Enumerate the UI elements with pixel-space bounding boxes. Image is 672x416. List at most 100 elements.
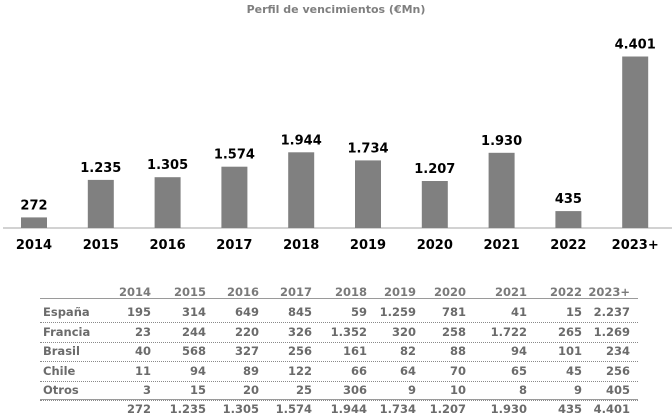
table-cell: 195 (126, 305, 151, 319)
table-cell: 9 (573, 383, 582, 397)
table-header-cell: 2016 (226, 285, 259, 299)
table-cell: 41 (510, 305, 527, 319)
table-cell: 568 (181, 344, 206, 358)
table-row-divider (40, 341, 638, 343)
table-top-rule (40, 298, 638, 299)
table-cell: 258 (441, 324, 466, 339)
bar-value-label: 435 (555, 192, 582, 207)
table-header-cell: 2019 (383, 285, 416, 299)
category-label-2021: 2021 (484, 238, 520, 253)
table-cell: 59 (350, 305, 367, 319)
category-label-2018: 2018 (283, 238, 319, 253)
table-row-divider (40, 380, 638, 382)
table-row-label: Otros (43, 383, 79, 397)
bar-2023+ (622, 56, 649, 228)
category-label-2014: 2014 (16, 238, 52, 253)
table-cell: 234 (605, 344, 630, 358)
table-cell: 8 (518, 383, 527, 397)
bar-2017 (221, 166, 248, 228)
table-row-divider (40, 361, 638, 362)
table-row-label: Brasil (43, 344, 80, 358)
table-cell: 320 (391, 324, 416, 339)
table-cell: 66 (350, 363, 367, 378)
table-total-cell: 1.734 (379, 402, 416, 416)
bar-value-label: 272 (20, 198, 47, 213)
table-cell: 94 (189, 363, 206, 378)
bar-2016 (154, 177, 181, 228)
table-total-cell: 4.401 (593, 402, 630, 416)
table-total-cell: 1.574 (275, 402, 312, 416)
table-header-cell: 2021 (494, 285, 527, 299)
table-header-cell: 2014 (118, 285, 151, 299)
bar-2019 (355, 160, 381, 228)
table-cell: 11 (134, 363, 151, 378)
table-cell: 845 (287, 305, 312, 319)
bar-value-label: 1.930 (481, 134, 522, 149)
table-cell: 306 (342, 383, 367, 397)
table-cell: 649 (234, 305, 259, 319)
bar-value-label: 1.207 (414, 162, 455, 177)
table-cell: 45 (565, 363, 582, 378)
bar-chart: 272 2014 1.235 2015 1.305 2016 1.574 2017 1.944 2… (3, 38, 672, 253)
table-cell: 65 (510, 363, 527, 378)
bar-2020 (421, 181, 448, 228)
table-row-divider (40, 400, 638, 401)
table-total-cell: 1.944 (330, 402, 367, 416)
category-label-2017: 2017 (216, 238, 252, 253)
bar-value-label: 1.235 (80, 161, 121, 176)
table-header-cell: 2015 (173, 285, 206, 299)
category-label-2020: 2020 (417, 238, 453, 253)
table-total-cell: 272 (126, 402, 151, 416)
table-cell: 1.352 (330, 324, 367, 339)
bar-value-label: 1.574 (214, 148, 255, 163)
table-cell: 256 (287, 344, 312, 358)
table-total-cell: 1.305 (222, 402, 259, 416)
table-header-cell: 2017 (279, 285, 312, 299)
category-label-2015: 2015 (83, 238, 119, 253)
table-cell: 781 (441, 305, 466, 319)
table-cell: 101 (557, 344, 582, 358)
bar-2014 (21, 217, 47, 228)
table-total-cell: 1.207 (429, 402, 466, 416)
bar-2015 (87, 179, 114, 228)
table-cell: 1.259 (379, 305, 416, 319)
table-total-cell: 1.235 (169, 402, 206, 416)
table-cell: 10 (449, 383, 466, 397)
table-row-divider (40, 322, 638, 323)
table-row-label: Chile (43, 363, 76, 378)
table-header-cell: 2020 (433, 285, 466, 299)
bar-2022 (555, 211, 582, 228)
category-label-2019: 2019 (350, 238, 386, 253)
table-header-cell: 2022 (549, 285, 582, 299)
bar-value-label: 1.734 (347, 141, 388, 156)
table-cell: 161 (342, 344, 367, 358)
table-header-cell: 2023+ (588, 285, 630, 299)
table-cell: 25 (295, 383, 312, 397)
table-cell: 9 (407, 383, 416, 397)
table-cell: 64 (399, 363, 416, 378)
bar-value-label: 1.944 (281, 133, 322, 148)
table-cell: 40 (134, 344, 151, 358)
bar-value-label: 4.401 (615, 38, 656, 53)
table-cell: 314 (181, 305, 206, 319)
table-cell: 265 (557, 324, 582, 339)
table-cell: 122 (287, 363, 312, 378)
table-row-label: Francia (43, 324, 91, 339)
table-cell: 1.269 (593, 324, 630, 339)
table-cell: 70 (449, 363, 466, 378)
table-cell: 220 (234, 324, 259, 339)
table-cell: 327 (234, 344, 259, 358)
table-cell: 82 (399, 344, 416, 358)
table-cell: 89 (242, 363, 259, 378)
category-label-2022: 2022 (550, 238, 586, 253)
table-cell: 88 (449, 344, 466, 358)
table-total-cell: 1.930 (490, 402, 527, 416)
bar-value-label: 1.305 (147, 158, 188, 173)
table-cell: 20 (242, 383, 259, 397)
chart-title: Perfil de vencimientos (€Mn) (246, 3, 426, 16)
table-cell: 15 (189, 383, 206, 397)
table-cell: 405 (605, 383, 630, 397)
table-total-rule (40, 399, 638, 400)
bar-2018 (288, 152, 315, 228)
